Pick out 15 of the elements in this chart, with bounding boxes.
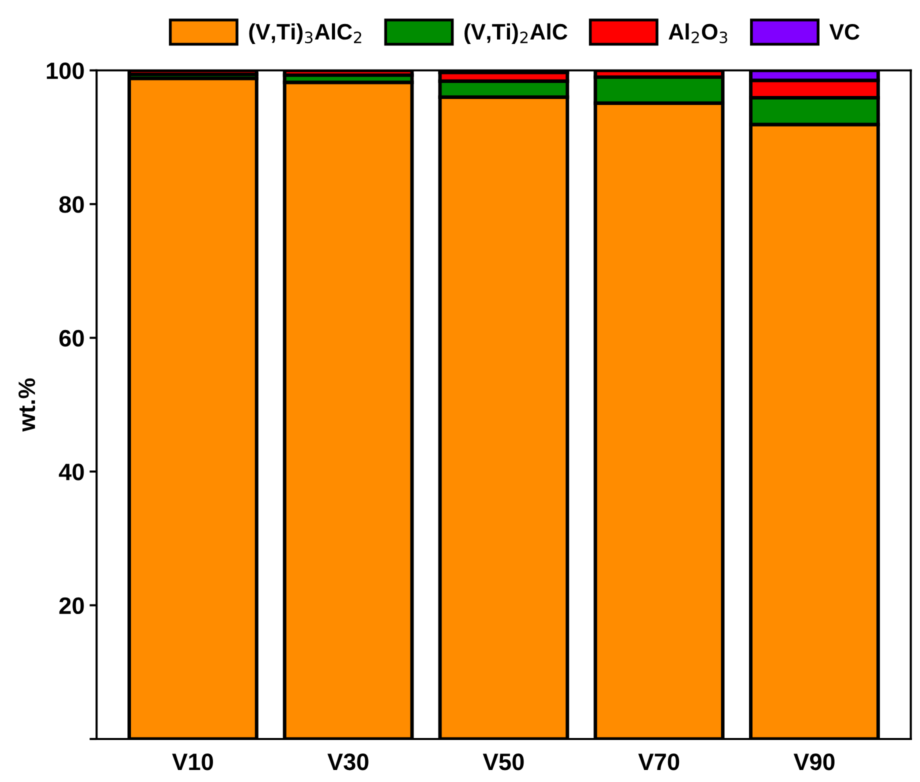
- y-tick-label: 20: [59, 597, 84, 614]
- y-tick-label: 100: [46, 62, 84, 80]
- y-tick-label: 40: [58, 464, 84, 480]
- y-axis-title: wt.%: [18, 378, 36, 432]
- x-tick-label: V50: [482, 754, 524, 770]
- legend-label: Al$_{2}$O$_{3}$: [668, 23, 728, 44]
- x-tick-label: V30: [327, 754, 368, 770]
- y-tick-label: 80: [59, 196, 84, 213]
- legend-label: (V,Ti)$_{3}$AlC$_{2}$: [249, 23, 362, 44]
- x-tick-label: V70: [638, 754, 680, 770]
- legend-label: VC: [829, 24, 860, 40]
- y-tick-label: 60: [59, 330, 84, 347]
- x-tick-label: V90: [794, 754, 834, 770]
- x-tick-label: V10: [172, 754, 213, 770]
- legend-label: (V,Ti)$_{2}$AlC: [464, 23, 568, 44]
